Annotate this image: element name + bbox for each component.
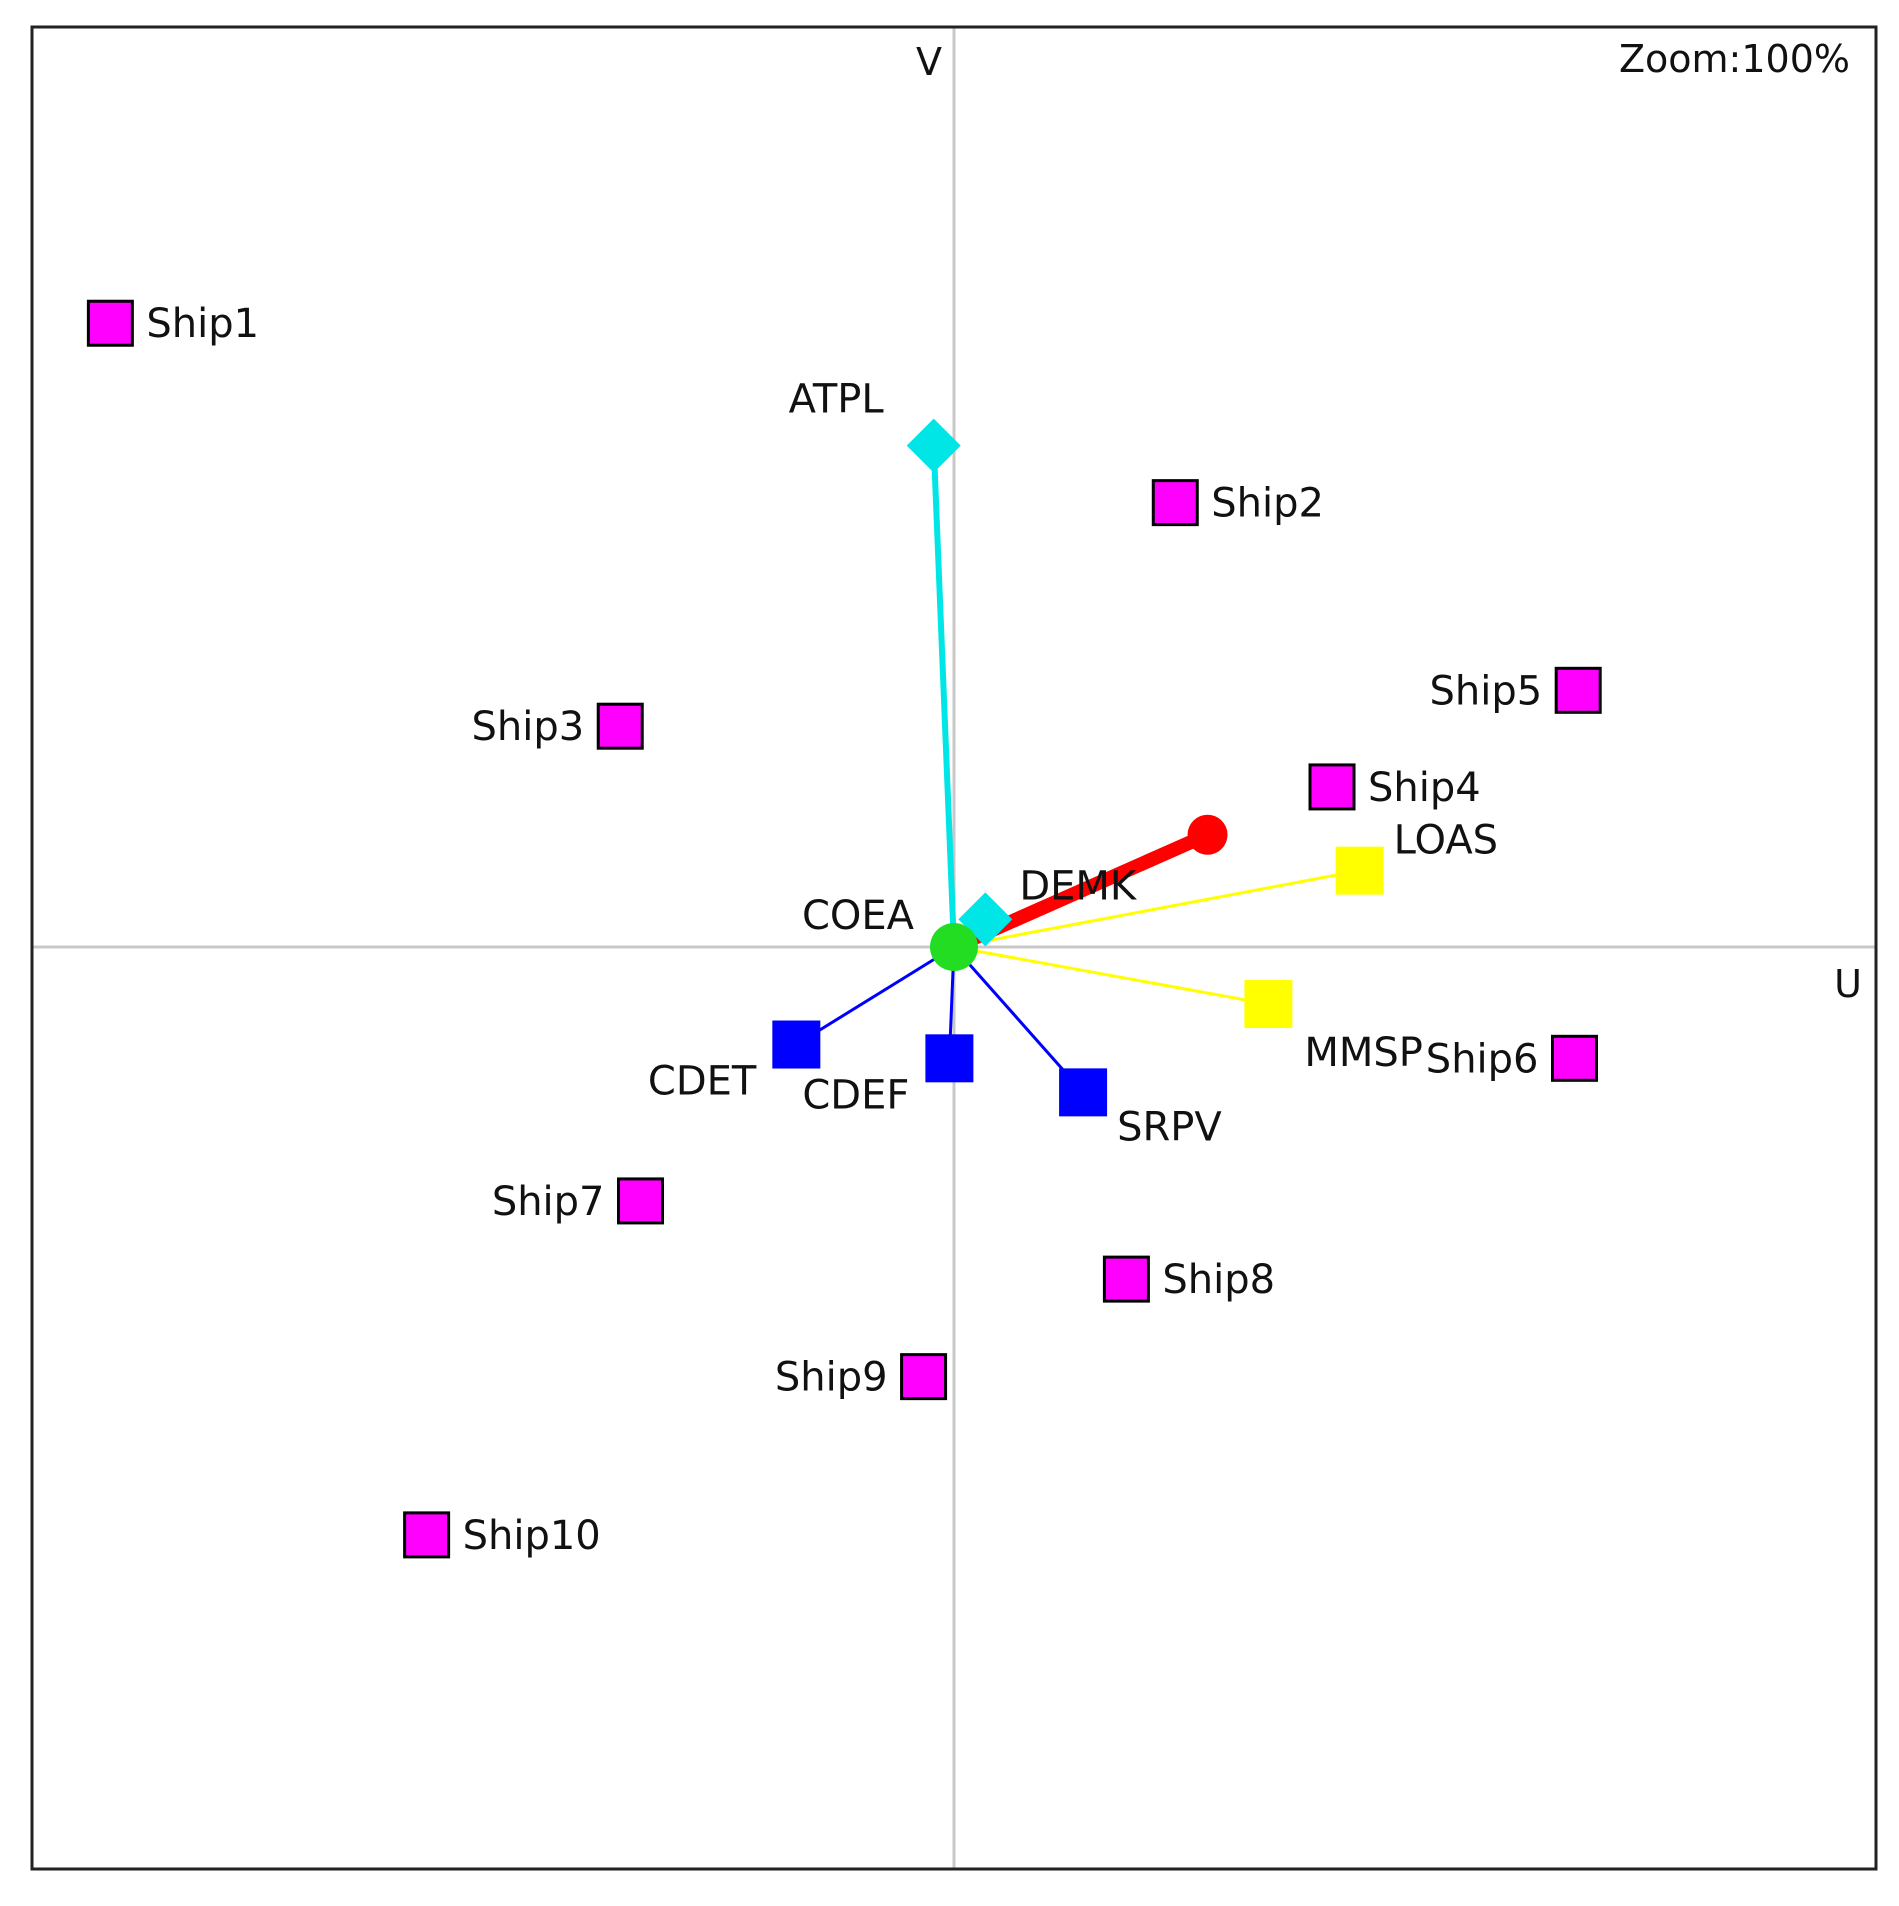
labels-layer: ATPL DEMK LOAS MMSP CDET CDEF SRPV COEA Ship1 Shi… (146, 301, 1542, 1559)
ship-label-ship1: Ship1 (146, 301, 259, 347)
ship-label-ship8: Ship8 (1162, 1257, 1275, 1303)
markers-layer (86, 299, 1602, 1559)
connector-atpl (930, 442, 957, 950)
ship-label-ship5: Ship5 (1429, 668, 1542, 714)
ship-marker-ship2 (1151, 479, 1199, 527)
x-axis-label: U (1834, 962, 1862, 1006)
attribute-label-demk: DEMK (1019, 863, 1138, 909)
ship-label-ship4: Ship4 (1368, 765, 1481, 811)
ship-marker-ship10 (403, 1511, 451, 1559)
ship-label-ship2: Ship2 (1211, 481, 1324, 527)
ship-label-ship10: Ship10 (463, 1513, 601, 1559)
ship-marker-ship7 (617, 1177, 665, 1225)
attribute-label-cdet: CDET (648, 1059, 757, 1105)
attribute-marker-red-vector (1187, 814, 1228, 855)
attribute-marker-srpv (1059, 1068, 1108, 1117)
ship-label-ship7: Ship7 (492, 1179, 605, 1225)
ship-marker-ship9 (900, 1353, 948, 1401)
attribute-label-atpl: ATPL (789, 377, 885, 423)
y-axis-label: V (916, 40, 942, 84)
ship-label-ship3: Ship3 (472, 704, 585, 750)
origin-label: COEA (802, 893, 915, 939)
attribute-label-loas: LOAS (1394, 818, 1498, 864)
ship-marker-ship5 (1554, 666, 1602, 714)
ship-label-ship9: Ship9 (775, 1355, 888, 1401)
attribute-marker-cdef (925, 1034, 974, 1083)
ship-marker-ship6 (1551, 1034, 1599, 1082)
attribute-label-srpv: SRPV (1117, 1104, 1222, 1150)
ship-label-ship6: Ship6 (1426, 1036, 1539, 1082)
attribute-marker-mmsp (1244, 980, 1293, 1029)
connector-srpv (952, 945, 1085, 1094)
attribute-marker-cdet (772, 1020, 821, 1069)
origin-marker (930, 923, 978, 971)
attribute-marker-loas (1335, 846, 1384, 895)
connector-loas (952, 869, 1362, 949)
ship-marker-ship3 (596, 702, 644, 750)
ship-marker-ship4 (1308, 763, 1356, 811)
connector-mmsp (952, 945, 1270, 1006)
attribute-marker-atpl (906, 418, 961, 473)
ship-marker-ship8 (1102, 1255, 1150, 1303)
attribute-label-cdef: CDEF (802, 1072, 909, 1118)
attribute-label-mmsp: MMSP (1304, 1030, 1423, 1076)
connector-cdet (794, 945, 956, 1047)
ship-marker-ship1 (86, 299, 134, 347)
plot-frame (30, 25, 1878, 1871)
zoom-label: Zoom:100% (1619, 37, 1850, 81)
